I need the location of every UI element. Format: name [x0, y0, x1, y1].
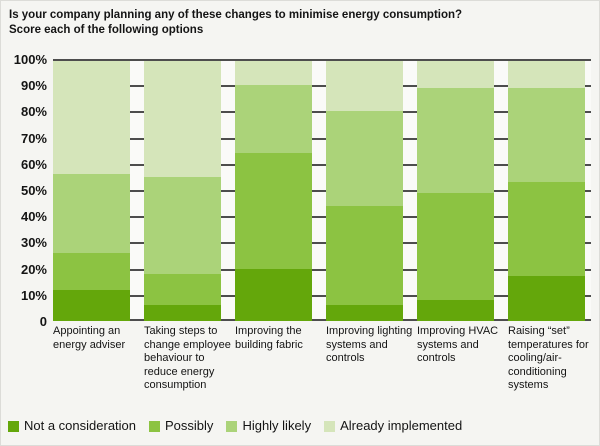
- gridline-40: [53, 216, 591, 219]
- legend-swatch-icon: [149, 420, 161, 432]
- bar-segment: [326, 59, 403, 112]
- bar-segment: [326, 305, 403, 321]
- x-axis-label-6: Raising “set” temperatures for cooling/a…: [508, 325, 589, 391]
- bar-segment: [508, 276, 585, 321]
- bar-segment: [508, 182, 585, 277]
- gridline-30: [53, 242, 591, 245]
- x-axis-label-4: Improving lighting systems and controls: [326, 325, 413, 364]
- legend-item: Highly likely: [226, 419, 311, 433]
- bar-segment: [53, 289, 130, 321]
- bar-segment: [235, 59, 312, 86]
- y-axis-label-60: 60%: [20, 156, 47, 172]
- bar-segment: [417, 192, 494, 301]
- bar-segment: [417, 87, 494, 193]
- bar-6: [508, 59, 585, 321]
- legend-label: Not a consideration: [24, 418, 137, 433]
- y-axis-label-30: 30%: [20, 235, 47, 251]
- legend-label: Already implemented: [340, 418, 463, 433]
- gridline-80: [53, 111, 591, 114]
- bar-segment: [417, 300, 494, 321]
- title-line-2: Score each of the following options: [9, 24, 204, 36]
- gridline-60: [53, 163, 591, 166]
- y-axis-label-80: 80%: [20, 104, 47, 120]
- legend: Not a consideration Possibly Highly likely…: [8, 419, 462, 433]
- legend-label: Possibly: [165, 418, 214, 433]
- legend-swatch-icon: [8, 420, 19, 432]
- bar-segment: [235, 85, 312, 154]
- x-axis-label-3: Improving the building fabric: [235, 325, 303, 351]
- gridline-10: [53, 294, 591, 297]
- legend-item: Not a consideration: [8, 419, 136, 433]
- gridline-20: [53, 268, 591, 271]
- bar-segment: [144, 273, 221, 306]
- bar-segment: [53, 59, 130, 175]
- bars: [53, 59, 585, 321]
- plot-area: [53, 59, 591, 321]
- bar-2: [144, 59, 221, 321]
- gridline-0: [53, 319, 591, 321]
- y-axis-label-40: 40%: [20, 209, 47, 225]
- y-axis-label-90: 90%: [20, 78, 47, 94]
- y-axis-label-50: 50%: [20, 183, 47, 198]
- title-line-1: Is your company planning any of these ch…: [9, 9, 463, 21]
- bar-segment: [53, 174, 130, 253]
- bar-segment: [508, 87, 585, 183]
- bar-segment: [235, 268, 312, 321]
- legend-item: Possibly: [149, 419, 213, 433]
- y-axis-label-100: 100%: [13, 52, 47, 67]
- y-axis-label-10: 10%: [20, 287, 47, 303]
- bar-3: [235, 59, 312, 321]
- bar-1: [53, 59, 130, 321]
- gridline-50: [53, 190, 591, 192]
- page-title: Is your company planning any of these ch…: [9, 8, 462, 38]
- bar-segment: [53, 252, 130, 290]
- bar-segment: [144, 305, 221, 321]
- bar-segment: [235, 153, 312, 269]
- bar-segment: [508, 59, 585, 88]
- gridline-100: [53, 59, 591, 61]
- bar-segment: [144, 59, 221, 177]
- gridline-90: [53, 85, 591, 88]
- gridline-70: [53, 137, 591, 140]
- legend-swatch-icon: [226, 420, 238, 432]
- bar-5: [417, 59, 494, 321]
- y-axis-label-20: 20%: [20, 261, 47, 277]
- bar-4: [326, 59, 403, 321]
- legend-label: Highly likely: [242, 418, 312, 433]
- bar-segment: [144, 176, 221, 274]
- bar-segment: [326, 205, 403, 306]
- y-axis-label-0: 0: [39, 314, 47, 329]
- y-axis-label-70: 70%: [20, 130, 47, 146]
- x-axis-label-2: Taking steps to change employee behaviou…: [144, 325, 231, 391]
- legend-swatch-icon: [324, 420, 336, 432]
- legend-item: Already implemented: [324, 419, 462, 433]
- bar-segment: [417, 59, 494, 88]
- x-axis-label-5: Improving HVAC systems and controls: [417, 325, 499, 364]
- bar-segment: [326, 111, 403, 206]
- x-axis-label-1: Appointing an energy adviser: [53, 325, 126, 351]
